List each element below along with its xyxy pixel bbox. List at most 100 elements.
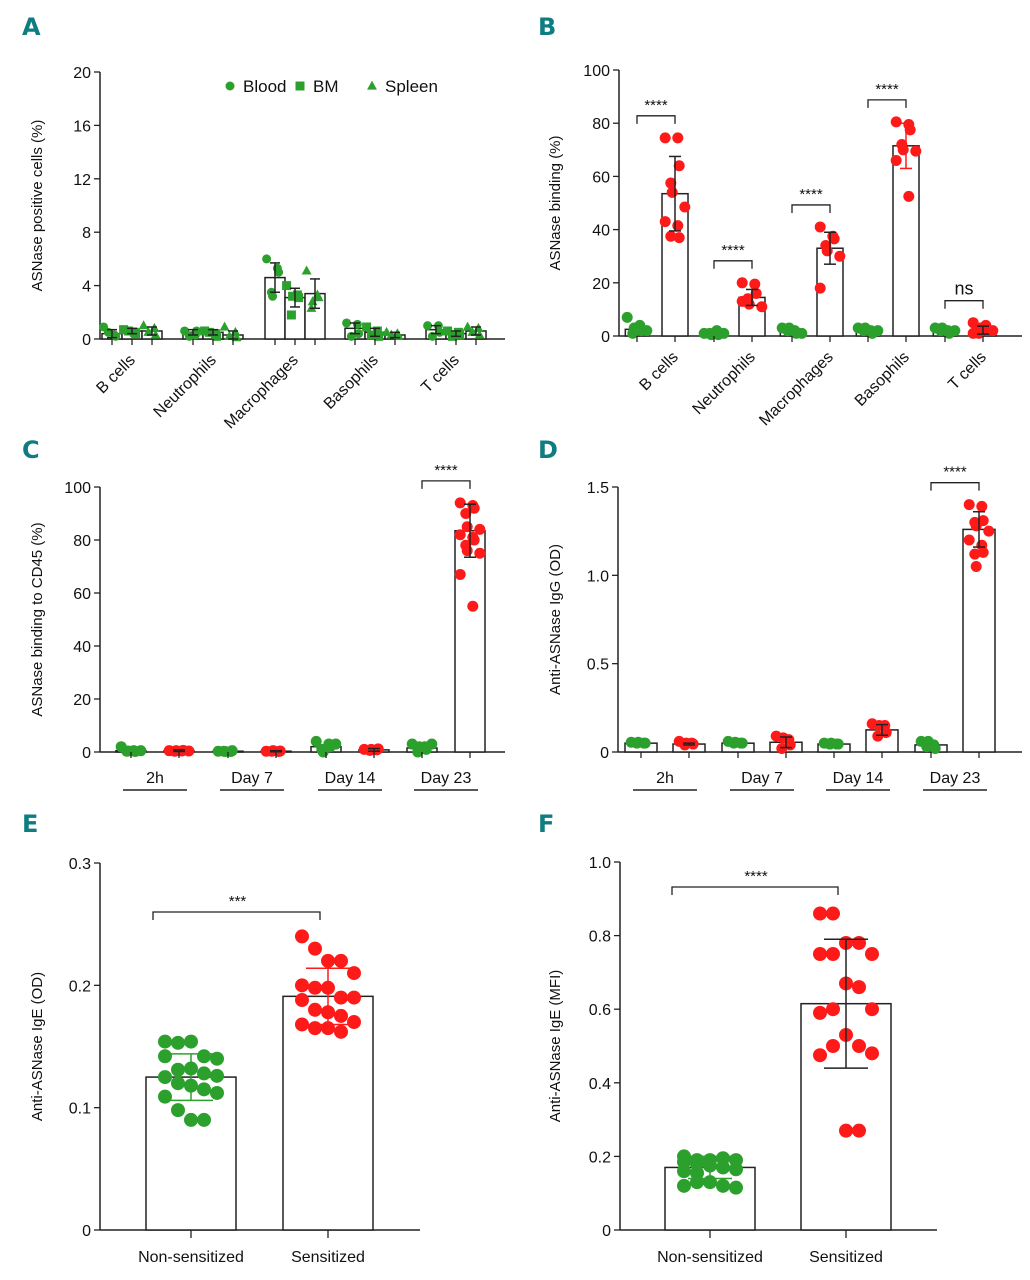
category-label: Macrophages bbox=[221, 352, 302, 433]
y-tick-label: 1.5 bbox=[587, 480, 609, 497]
data-point bbox=[295, 993, 309, 1008]
data-point-triangle bbox=[143, 326, 154, 336]
category-label: 2h bbox=[656, 770, 674, 787]
panel-d: D 0 0.5 1.0 1.5 Anti-ASNase IgG (OD) 2h Day 7 Da… bbox=[538, 436, 1022, 791]
legend-entry: Blood bbox=[243, 77, 286, 96]
data-point-triangle bbox=[306, 302, 317, 312]
data-point bbox=[814, 282, 826, 294]
data-point-triangle bbox=[474, 329, 485, 339]
data-point bbox=[666, 186, 678, 198]
significance-bracket bbox=[791, 204, 831, 213]
data-point bbox=[321, 953, 335, 968]
y-tick-label: 60 bbox=[592, 169, 610, 186]
data-point bbox=[910, 145, 922, 157]
data-point bbox=[949, 325, 961, 337]
y-tick-label: 12 bbox=[73, 172, 91, 189]
data-point bbox=[904, 124, 916, 136]
panel-label: B bbox=[538, 13, 556, 41]
data-point-triangle bbox=[467, 326, 478, 336]
panel-label: F bbox=[538, 810, 554, 838]
data-point bbox=[865, 1002, 879, 1017]
data-point bbox=[729, 1180, 743, 1195]
data-point bbox=[967, 327, 979, 339]
data-point bbox=[426, 738, 438, 750]
data-point bbox=[729, 736, 741, 748]
data-point bbox=[718, 327, 730, 339]
significance-label: **** bbox=[644, 97, 668, 114]
y-tick-label: 0 bbox=[82, 332, 91, 349]
data-point bbox=[330, 738, 342, 750]
data-point bbox=[716, 1178, 730, 1193]
data-point bbox=[158, 1034, 172, 1049]
data-point bbox=[295, 929, 309, 944]
legend-entry: Spleen bbox=[385, 77, 438, 96]
significance-bracket bbox=[713, 260, 753, 269]
category-label: T cells bbox=[418, 352, 463, 397]
y-tick-label: 0.6 bbox=[589, 1002, 611, 1019]
significance-label: **** bbox=[434, 462, 458, 479]
y-tick-label: 100 bbox=[64, 480, 91, 497]
data-point bbox=[852, 1039, 866, 1053]
y-tick-label: 60 bbox=[73, 586, 91, 603]
y-tick-label: 0 bbox=[600, 745, 609, 762]
data-point bbox=[677, 1164, 691, 1179]
data-point-triangle bbox=[138, 320, 149, 330]
data-point bbox=[756, 301, 768, 313]
panel-label: E bbox=[22, 810, 38, 838]
panel-e: E 0 0.1 0.2 0.3 Anti-ASNase IgE (OD) Non-sensi… bbox=[22, 810, 420, 1266]
category-label: Day 23 bbox=[421, 770, 472, 787]
data-point bbox=[184, 1034, 198, 1049]
data-point bbox=[219, 745, 231, 757]
data-point bbox=[873, 720, 885, 731]
data-point bbox=[641, 325, 653, 337]
category-label: Sensitized bbox=[809, 1249, 883, 1266]
data-point bbox=[225, 81, 235, 91]
data-point bbox=[171, 1035, 185, 1050]
data-point bbox=[826, 947, 840, 961]
significance-label: ns bbox=[954, 279, 973, 299]
y-axis-title: ASNase binding (%) bbox=[547, 135, 564, 270]
data-point bbox=[347, 990, 361, 1005]
y-tick-label: 100 bbox=[583, 63, 610, 80]
data-point bbox=[890, 154, 902, 166]
data-point-triangle bbox=[150, 329, 161, 339]
data-point-square bbox=[286, 310, 296, 320]
y-tick-label: 0.5 bbox=[587, 657, 609, 674]
data-point bbox=[210, 1068, 224, 1083]
data-point-square bbox=[294, 293, 304, 303]
data-point bbox=[334, 953, 348, 968]
data-point bbox=[673, 232, 685, 244]
data-point-square bbox=[282, 281, 292, 291]
data-point bbox=[171, 1076, 185, 1091]
data-point bbox=[347, 966, 361, 981]
data-point bbox=[963, 499, 975, 511]
y-tick-label: 40 bbox=[73, 639, 91, 656]
bar bbox=[454, 529, 486, 753]
significance-label: **** bbox=[799, 186, 823, 203]
data-point-square bbox=[455, 330, 465, 340]
data-point-square bbox=[443, 326, 453, 336]
data-point bbox=[310, 735, 322, 747]
data-point bbox=[736, 277, 748, 289]
y-tick-label: 1.0 bbox=[589, 855, 611, 872]
data-point bbox=[839, 1123, 853, 1138]
data-point bbox=[158, 1089, 172, 1104]
y-tick-label: 8 bbox=[82, 225, 91, 242]
data-point bbox=[690, 1175, 704, 1190]
bar bbox=[145, 1076, 237, 1231]
data-point bbox=[665, 177, 677, 189]
data-point-triangle bbox=[462, 321, 473, 331]
y-axis-title: ASNase binding to CD45 (%) bbox=[29, 522, 46, 716]
y-tick-label: 0.2 bbox=[589, 1149, 611, 1166]
y-tick-label: 0 bbox=[601, 329, 610, 346]
data-point bbox=[461, 545, 473, 557]
data-point bbox=[295, 1017, 309, 1032]
data-point bbox=[826, 1002, 840, 1017]
data-point bbox=[111, 331, 121, 341]
data-point bbox=[716, 1160, 730, 1175]
significance-label: **** bbox=[721, 242, 745, 259]
data-point bbox=[184, 1112, 198, 1127]
data-point bbox=[679, 201, 691, 213]
significance-bracket bbox=[152, 911, 321, 920]
data-point bbox=[659, 216, 671, 228]
